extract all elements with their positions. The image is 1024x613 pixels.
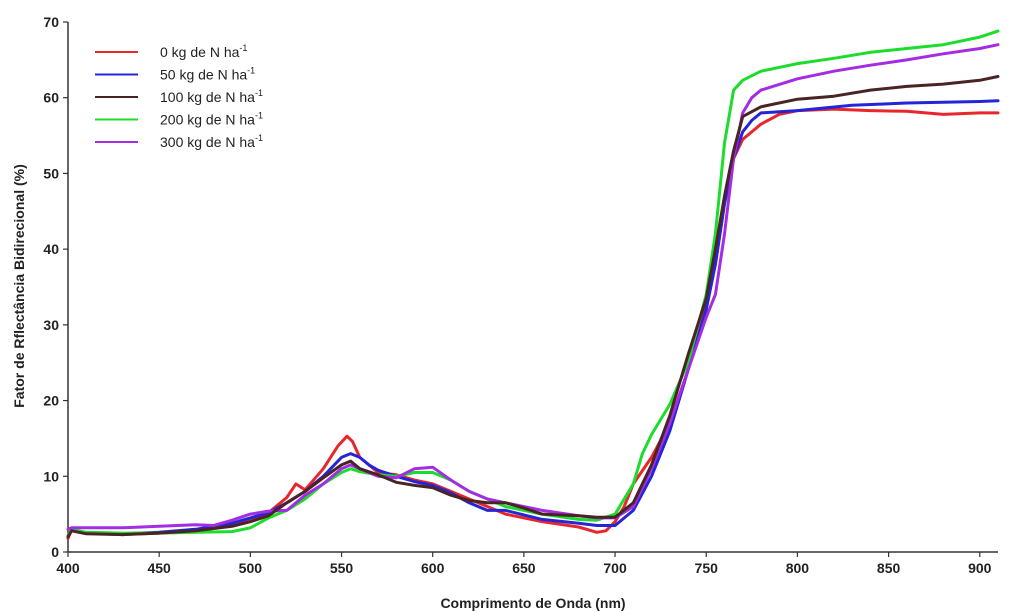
y-tick-label: 0 <box>51 544 59 560</box>
x-tick-label: 800 <box>786 560 810 576</box>
legend-label-text: 200 kg de N ha <box>160 112 255 128</box>
plot-area: 400 450 500 550 600 650 700 750 800 850 900 0 10 20 3… <box>43 14 1000 576</box>
x-tick-label: 900 <box>968 560 992 576</box>
x-tick-label: 750 <box>695 560 719 576</box>
y-tick-label: 10 <box>43 468 59 484</box>
x-tick-label: 450 <box>147 560 171 576</box>
legend-label: 50 kg de N ha-1 <box>160 66 255 83</box>
legend-label-superscript: -1 <box>239 43 247 53</box>
legend-label: 300 kg de N ha-1 <box>160 133 263 150</box>
series-line-2 <box>66 75 1000 539</box>
legend-label-text: 100 kg de N ha <box>160 89 255 105</box>
x-tick-label: 550 <box>330 560 354 576</box>
legend-label-text: 0 kg de N ha <box>160 44 240 60</box>
y-ticks: 0 10 20 30 40 50 60 70 <box>43 14 68 560</box>
legend-label-superscript: -1 <box>255 88 263 98</box>
y-tick-label: 40 <box>43 241 59 257</box>
x-ticks: 400 450 500 550 600 650 700 750 800 850 900 <box>56 552 992 576</box>
x-tick-label: 400 <box>56 560 80 576</box>
y-axis-title: Fator de Rflectância Bidirecional (%) <box>11 164 27 408</box>
series-line-3 <box>66 29 1000 537</box>
legend-label-superscript: -1 <box>255 133 263 143</box>
series-line-1 <box>66 99 1000 539</box>
y-tick-label: 20 <box>43 393 59 409</box>
y-tick-label: 60 <box>43 90 59 106</box>
x-tick-label: 650 <box>512 560 536 576</box>
legend-label-superscript: -1 <box>255 111 263 121</box>
y-tick-label: 70 <box>43 14 59 30</box>
series-lines <box>66 29 1000 540</box>
y-tick-label: 30 <box>43 317 59 333</box>
y-tick-label: 50 <box>43 165 59 181</box>
legend-label: 200 kg de N ha-1 <box>160 111 263 128</box>
x-tick-label: 600 <box>421 560 445 576</box>
legend-label: 100 kg de N ha-1 <box>160 88 263 105</box>
legend-label-superscript: -1 <box>247 66 255 76</box>
legend-label-text: 50 kg de N ha <box>160 67 247 83</box>
series-line-0 <box>66 107 1000 540</box>
x-axis-title: Comprimento de Onda (nm) <box>440 595 625 611</box>
legend-label: 0 kg de N ha-1 <box>160 43 247 60</box>
series-line-4 <box>66 43 1000 531</box>
legend-label-text: 300 kg de N ha <box>160 134 255 150</box>
x-tick-label: 500 <box>239 560 263 576</box>
x-tick-label: 850 <box>877 560 901 576</box>
x-tick-label: 700 <box>603 560 627 576</box>
